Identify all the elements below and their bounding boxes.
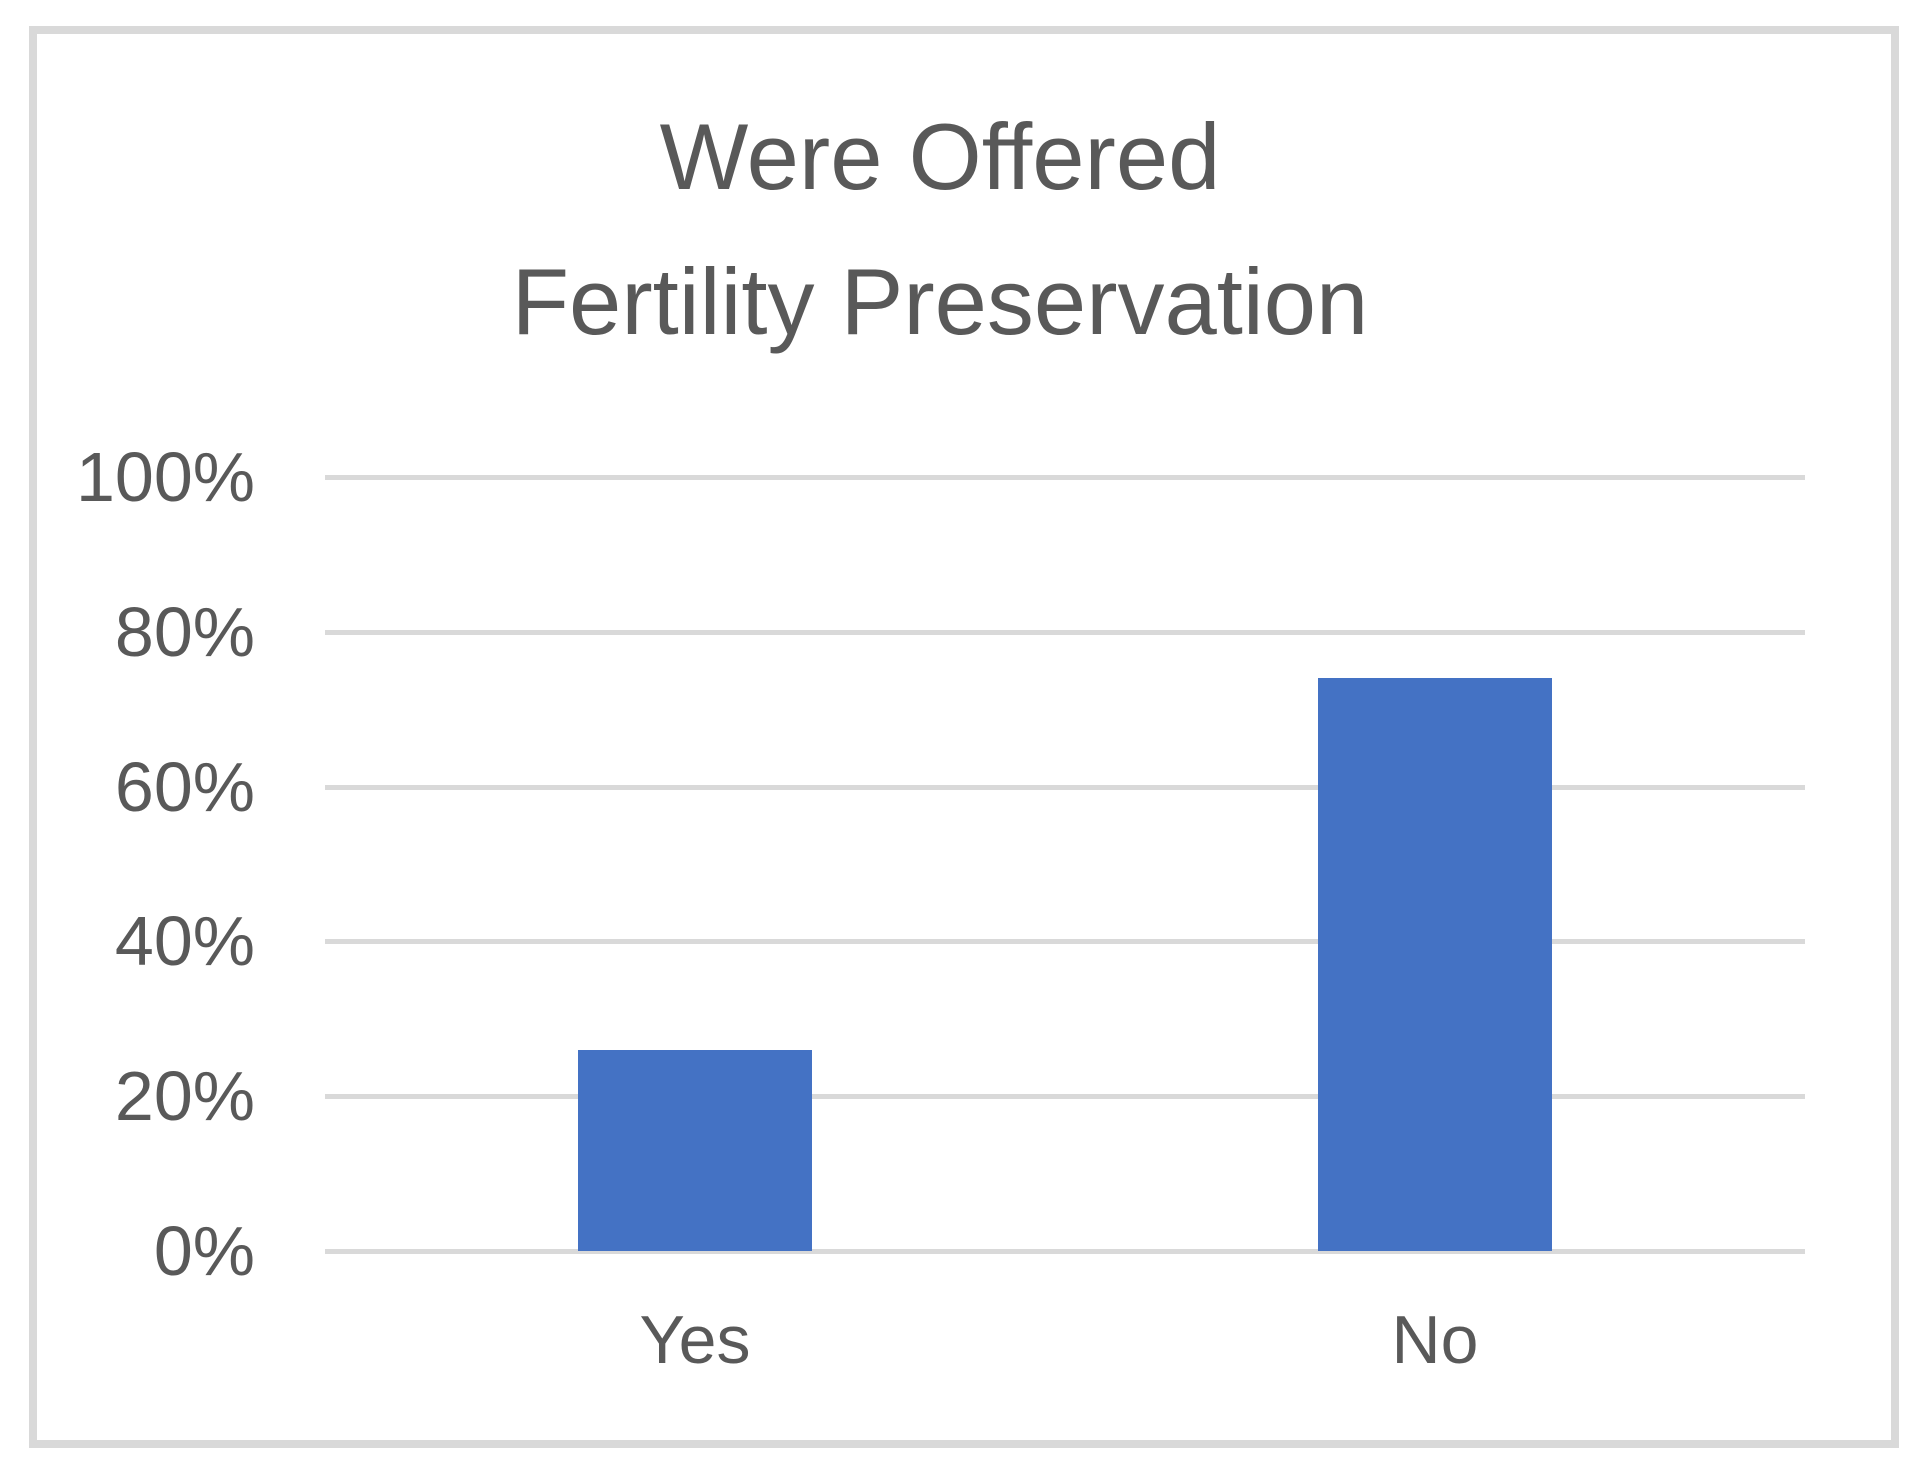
y-axis-tick-label-100: 100% <box>75 438 255 516</box>
y-axis-tick-label-40: 40% <box>114 902 255 981</box>
gridline-80 <box>325 629 1805 635</box>
y-axis-tick-label-60: 60% <box>114 747 255 826</box>
gridline-40 <box>325 939 1805 945</box>
bar-no <box>1318 678 1552 1251</box>
x-axis-label-yes: Yes <box>639 1302 751 1378</box>
y-axis-tick-label-20: 20% <box>114 1057 255 1136</box>
bar-yes <box>578 1049 812 1251</box>
gridline-60 <box>325 784 1805 790</box>
gridline-0 <box>325 1249 1805 1254</box>
chart-title: Were Offered Fertility Preservation <box>0 84 1880 374</box>
gridline-100 <box>325 475 1805 480</box>
chart-title-line-1: Were Offered <box>659 104 1221 209</box>
plot-area <box>325 475 1805 1254</box>
y-axis-tick-label-80: 80% <box>114 592 255 671</box>
y-axis-tick-label-0: 0% <box>153 1212 255 1290</box>
x-axis-label-no: No <box>1391 1302 1479 1378</box>
gridline-20 <box>325 1094 1805 1100</box>
chart-title-line-2: Fertility Preservation <box>511 249 1369 354</box>
chart-border <box>29 26 1899 1448</box>
